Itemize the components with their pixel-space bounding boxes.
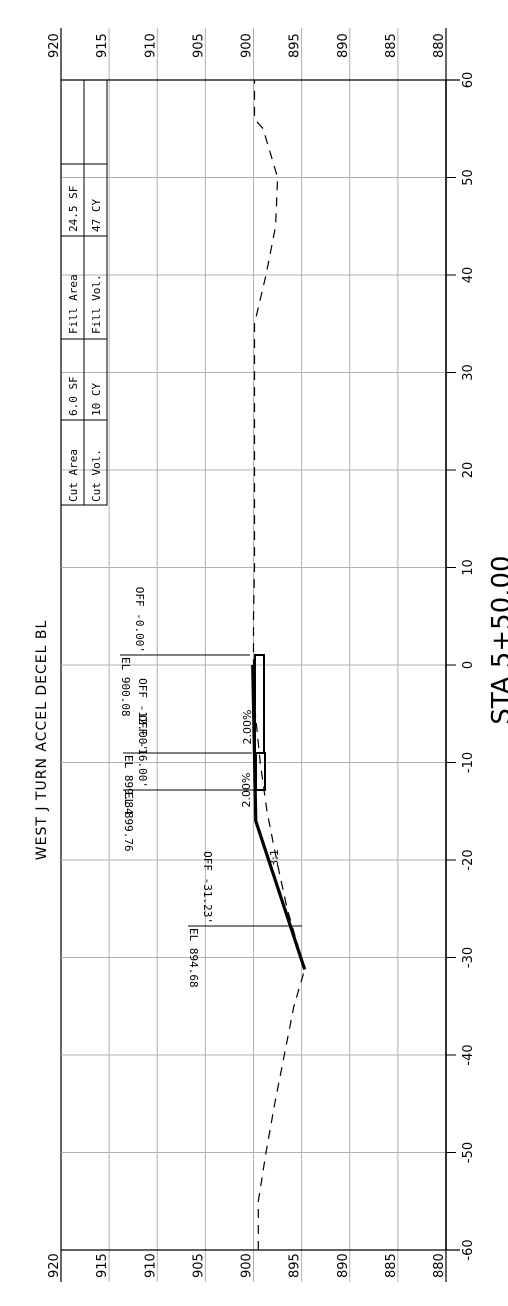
quantities-table: Cut Area Cut Vol. 6.0 SF 10 CY Fill Area… <box>60 79 108 506</box>
elev-tick-label-top: 880 <box>432 33 447 58</box>
pavement-section <box>254 654 266 791</box>
offset-tick-label: -60 <box>461 1239 476 1260</box>
cut-area-value: 6.0 SF <box>67 376 80 416</box>
section-title: WEST J TURN ACCEL DECEL BL <box>34 620 50 860</box>
fill-area-value: 24.5 SF <box>67 186 80 232</box>
callout-el-3: EL 894.68 <box>187 928 200 988</box>
elev-tick-label-top: 915 <box>95 33 110 58</box>
offset-tick-label: 50 <box>461 169 476 186</box>
proposed-section-line <box>251 664 307 971</box>
elev-tick-label-bottom: 915 <box>95 1253 110 1278</box>
callout-el-2: EL 899.76 <box>122 792 135 852</box>
elev-tick-label-top: 920 <box>47 33 62 58</box>
fill-area-label: Fill Area <box>67 274 80 334</box>
elev-tick-label-top: 905 <box>191 33 206 58</box>
slope-label-lane: 2.00% <box>241 710 254 745</box>
cut-vol-value: 10 CY <box>90 383 103 416</box>
offset-tick-label: -40 <box>461 1044 476 1065</box>
callout-el-0: EL 900.08 <box>119 657 132 717</box>
offset-tick-label: 40 <box>461 267 476 284</box>
station-label: STA 5+50.00 <box>487 555 508 724</box>
offset-tick-label: 20 <box>461 462 476 479</box>
offset-tick-label: -10 <box>461 752 476 773</box>
callout-off-1: OFF -12.00' <box>136 678 149 751</box>
elev-tick-label-bottom: 885 <box>384 1253 399 1278</box>
elev-tick-label-top: 890 <box>336 33 351 58</box>
callout-off-2: OFF -16.00' <box>136 715 149 788</box>
elev-tick-label-bottom: 920 <box>47 1253 62 1278</box>
elev-tick-label-bottom: 910 <box>143 1253 158 1278</box>
callout-off-0: OFF -0.00' <box>133 587 146 653</box>
axis-ticks: 920 920 915 915 910 910 905 905 900 900 895 895 890 8… <box>47 33 476 1278</box>
existing-ground-line <box>252 80 306 1250</box>
elev-tick-label-bottom: 880 <box>432 1253 447 1278</box>
elev-tick-label-top: 910 <box>143 33 158 58</box>
cut-area-label: Cut Area <box>67 449 80 502</box>
offset-tick-label: -20 <box>461 849 476 870</box>
callout-off-3: OFF -31.23' <box>201 851 214 924</box>
elev-tick-label-bottom: 890 <box>336 1253 351 1278</box>
elev-tick-label-top: 895 <box>288 33 303 58</box>
cut-vol-label: Cut Vol. <box>90 449 103 502</box>
slope-label-shoulder: 2.00% <box>240 773 253 808</box>
elev-tick-label-bottom: 895 <box>288 1253 303 1278</box>
offset-tick-label: 60 <box>461 72 476 89</box>
fill-vol-label: Fill Vol. <box>90 274 103 334</box>
fill-vol-value: 47 CY <box>90 199 103 232</box>
offset-tick-label: -50 <box>461 1142 476 1163</box>
offset-tick-label: 30 <box>461 364 476 381</box>
offset-tick-label: 10 <box>461 559 476 576</box>
chart-plot <box>251 80 307 1250</box>
callout-el-1: EL 899.84 <box>122 755 135 815</box>
offset-tick-label: 0 <box>461 661 476 669</box>
elev-tick-label-bottom: 905 <box>191 1253 206 1278</box>
elev-tick-label-bottom: 900 <box>240 1253 255 1278</box>
offset-tick-label: -30 <box>461 947 476 968</box>
slope-label-sideslope: 3:1 <box>268 849 281 867</box>
elev-tick-label-top: 885 <box>384 33 399 58</box>
point-callouts: OFF -0.00' EL 900.08 OFF -12.00' EL 899.… <box>119 587 302 988</box>
elev-tick-label-top: 900 <box>240 33 255 58</box>
